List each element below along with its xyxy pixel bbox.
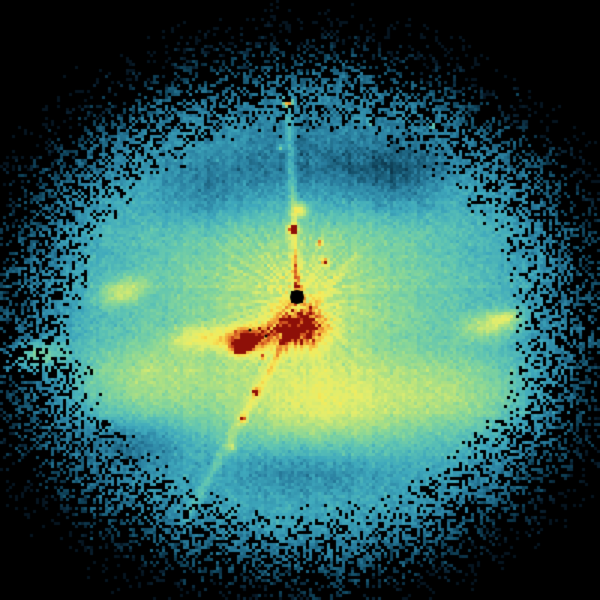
- xray-image-viewport: [0, 0, 600, 600]
- xray-sky-map: [0, 0, 600, 600]
